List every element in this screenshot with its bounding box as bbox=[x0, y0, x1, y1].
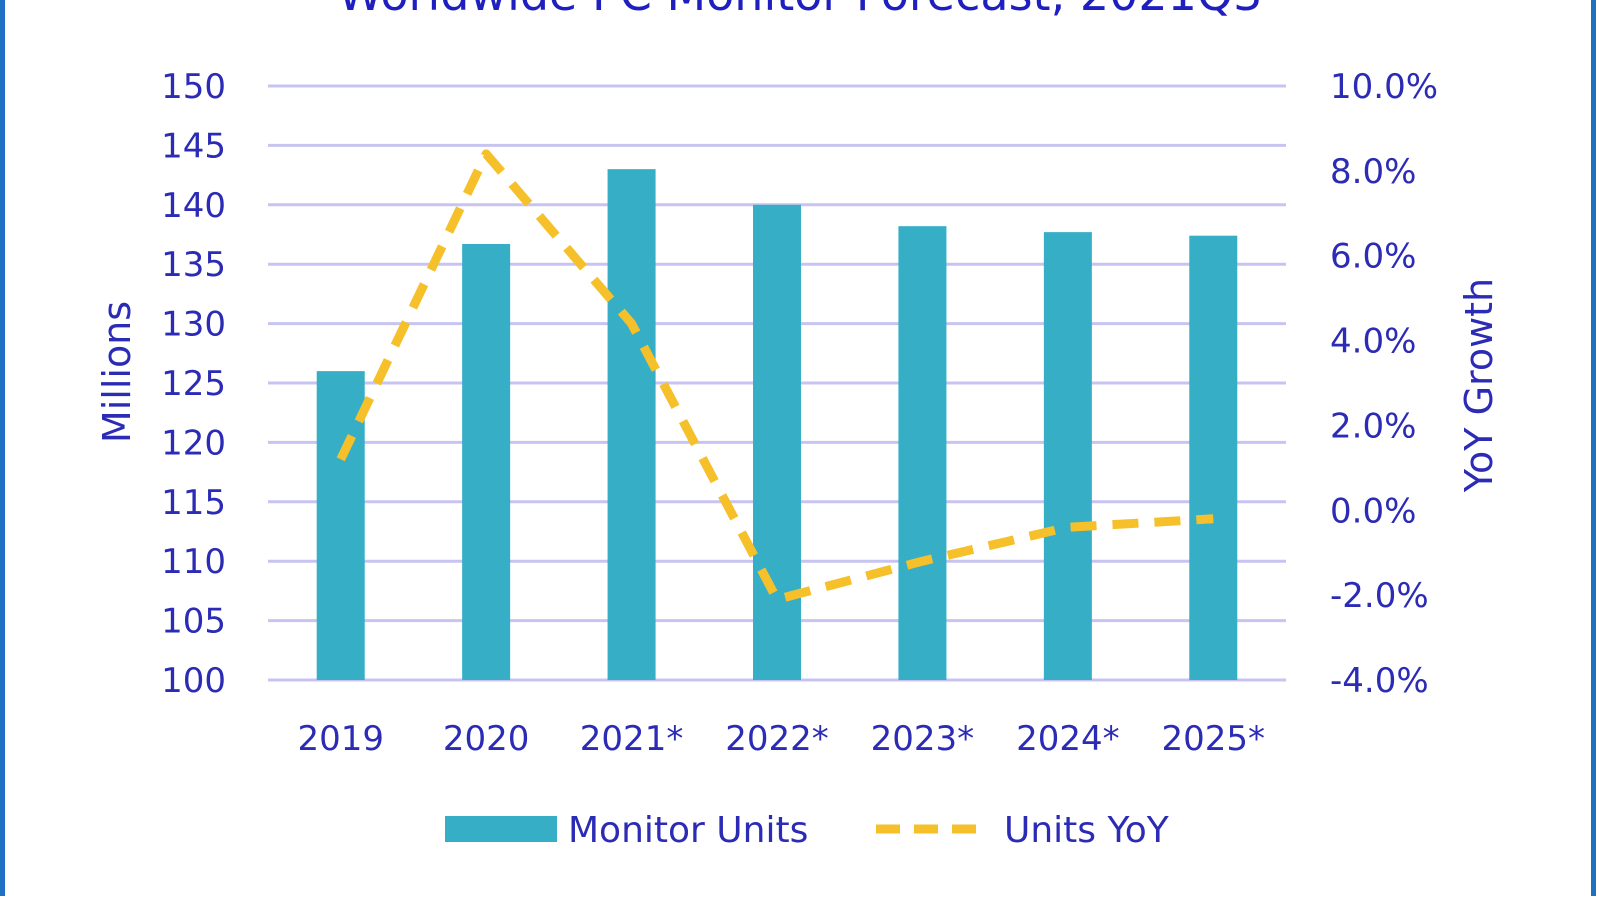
bar bbox=[462, 244, 511, 680]
chart-title: Worldwide PC Monitor Forecast, 2021Q3 bbox=[338, 0, 1263, 21]
category-label: 2020 bbox=[443, 719, 530, 759]
left-tick-label: 110 bbox=[161, 542, 226, 582]
category-label: 2021* bbox=[580, 719, 684, 759]
legend-swatch-bar bbox=[445, 816, 557, 842]
right-axis-ticks: -4.0% -2.0% 0.0% 2.0% 4.0% 6.0% 8.0% 10.0% bbox=[1330, 67, 1438, 701]
left-tick-label: 135 bbox=[161, 245, 226, 285]
left-tick-label: 105 bbox=[161, 602, 226, 642]
right-tick-label: 8.0% bbox=[1330, 152, 1416, 192]
right-axis-label: YoY Growth bbox=[1457, 278, 1501, 493]
legend-label-bar: Monitor Units bbox=[568, 810, 808, 851]
category-label: 2019 bbox=[297, 719, 384, 759]
right-tick-label: 0.0% bbox=[1330, 491, 1416, 531]
bar-series bbox=[316, 169, 1238, 681]
left-tick-label: 100 bbox=[161, 661, 226, 701]
left-tick-label: 150 bbox=[161, 67, 226, 107]
category-label: 2023* bbox=[871, 719, 975, 759]
category-label: 2025* bbox=[1162, 719, 1266, 759]
left-tick-label: 125 bbox=[161, 364, 226, 404]
bar bbox=[607, 169, 656, 680]
bar bbox=[898, 226, 947, 680]
right-tick-label: -2.0% bbox=[1330, 576, 1429, 616]
left-tick-label: 120 bbox=[161, 423, 226, 463]
right-tick-label: 2.0% bbox=[1330, 406, 1416, 446]
right-tick-label: 4.0% bbox=[1330, 322, 1416, 362]
legend-label-line: Units YoY bbox=[1004, 810, 1170, 851]
bar bbox=[1189, 235, 1238, 681]
right-tick-label: -4.0% bbox=[1330, 661, 1429, 701]
category-axis-ticks: 2019 2020 2021* 2022* 2023* 2024* 2025* bbox=[297, 719, 1265, 759]
bar bbox=[753, 204, 801, 681]
category-label: 2022* bbox=[725, 719, 829, 759]
line-series bbox=[336, 149, 1214, 604]
left-tick-label: 115 bbox=[161, 483, 226, 523]
bar bbox=[316, 371, 365, 680]
left-axis-ticks: 100 105 110 115 120 125 130 135 140 145 150 bbox=[161, 67, 226, 701]
left-tick-label: 145 bbox=[161, 126, 226, 166]
bar bbox=[1043, 232, 1092, 680]
left-axis-label: Millions bbox=[95, 301, 139, 443]
left-tick-label: 130 bbox=[161, 305, 226, 345]
right-tick-label: 6.0% bbox=[1330, 237, 1416, 277]
legend: Monitor Units Units YoY bbox=[445, 810, 1170, 851]
left-tick-label: 140 bbox=[161, 186, 226, 226]
category-label: 2024* bbox=[1016, 719, 1120, 759]
right-tick-label: 10.0% bbox=[1330, 67, 1438, 107]
